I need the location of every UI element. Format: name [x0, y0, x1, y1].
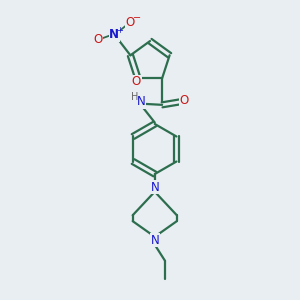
Text: O: O	[93, 33, 103, 46]
Text: +: +	[116, 26, 123, 35]
Text: O: O	[180, 94, 189, 107]
Text: −: −	[133, 14, 141, 23]
Text: N: N	[137, 95, 146, 108]
Text: N: N	[150, 181, 159, 194]
Text: O: O	[132, 75, 141, 88]
Text: O: O	[126, 16, 135, 29]
Text: N: N	[109, 28, 119, 41]
Text: H: H	[131, 92, 138, 102]
Text: N: N	[150, 234, 159, 247]
